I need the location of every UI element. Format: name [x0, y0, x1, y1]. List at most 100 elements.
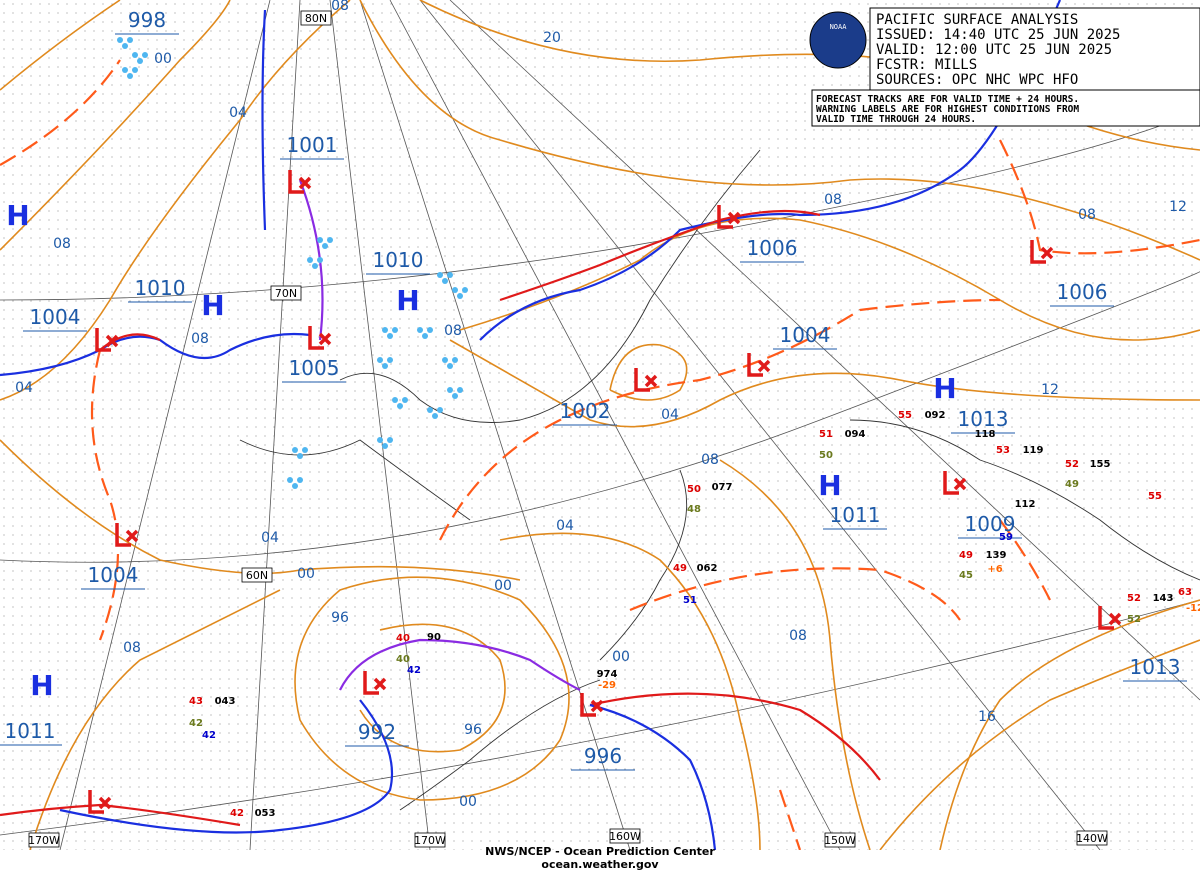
ship-observation: 63	[1178, 587, 1192, 598]
fog-dot	[322, 243, 328, 249]
pressure-label: 1010	[135, 276, 186, 300]
fog-dot	[447, 363, 453, 369]
isobar-label: 04	[556, 518, 574, 534]
fog-dot	[432, 413, 438, 419]
ship-observation: 062	[697, 563, 718, 574]
note-line: VALID TIME THROUGH 24 HOURS.	[816, 114, 976, 125]
fog-dot	[437, 272, 443, 278]
pressure-label: 1011	[830, 503, 881, 527]
pressure-label: 996	[584, 744, 622, 768]
low-center	[288, 170, 312, 194]
ship-observation: 50	[687, 484, 701, 495]
header-line: PACIFIC SURFACE ANALYSIS	[876, 12, 1078, 28]
ship-observation: 49	[673, 563, 687, 574]
fog-dot	[382, 443, 388, 449]
fog-dot	[132, 67, 138, 73]
ship-observation: 42	[407, 665, 421, 676]
grid-label-box	[414, 832, 446, 848]
fog-dot	[142, 52, 148, 58]
ship-observation: 52	[1127, 593, 1141, 604]
fog-dot	[292, 447, 298, 453]
ship-observation: 50	[819, 450, 833, 461]
pressure-label: 1002	[560, 399, 611, 423]
fog-dot	[452, 287, 458, 293]
pressure-label: 1005	[289, 356, 340, 380]
high-center: H	[818, 469, 841, 502]
low-center	[363, 671, 387, 695]
fog-dot	[287, 477, 293, 483]
fog-dot	[462, 287, 468, 293]
notes-box	[811, 89, 1200, 127]
pressure-label: 992	[358, 720, 396, 744]
isobar-label: 08	[701, 452, 719, 468]
low-center	[115, 523, 139, 547]
ship-observation: 49	[1065, 479, 1079, 490]
fog-dot	[297, 453, 303, 459]
fog-dot	[307, 257, 313, 263]
pressure-label: 1013	[1130, 655, 1181, 679]
fog-dot	[117, 37, 123, 43]
fog-dot	[397, 403, 403, 409]
header-line: FCSTR: MILLS	[876, 57, 977, 73]
fog-dot	[382, 327, 388, 333]
graticule	[0, 0, 1200, 851]
pressure-label: 1010	[373, 248, 424, 272]
isobar-label: 04	[661, 407, 679, 423]
fog-areas	[117, 37, 468, 489]
high-center: H	[30, 669, 53, 702]
fog-dot	[387, 437, 393, 443]
ship-observation: 077	[712, 482, 733, 493]
ship-observation: 143	[1153, 593, 1174, 604]
grid-label: 08	[331, 0, 349, 14]
pressure-label: 1004	[88, 563, 139, 587]
fog-dot	[437, 407, 443, 413]
ship-observation: 45	[959, 570, 973, 581]
grid-label-box	[1076, 830, 1108, 846]
ship-observation: 51	[819, 429, 833, 440]
ship-observation: 043	[215, 696, 236, 707]
pressure-label: 1006	[1057, 280, 1108, 304]
isobar-label: 04	[15, 380, 33, 396]
fog-dot	[392, 397, 398, 403]
fog-dot	[327, 237, 333, 243]
note-line: FORECAST TRACKS ARE FOR VALID TIME + 24 …	[816, 94, 1079, 105]
ship-observation: 092	[925, 410, 946, 421]
fog-dot	[312, 263, 318, 269]
coastline	[239, 149, 1200, 811]
low-center	[580, 693, 604, 717]
header-line: SOURCES: OPC NHC WPC HFO	[876, 72, 1078, 88]
isobar-label: 00	[612, 649, 630, 665]
grid-label: 150W	[824, 834, 856, 847]
grid-label: 70N	[275, 287, 297, 300]
ship-observation: 053	[255, 808, 276, 819]
ship-observation: 55	[898, 410, 912, 421]
fog-dot	[402, 397, 408, 403]
ship-observation: 155	[1090, 459, 1111, 470]
fog-dot	[302, 447, 308, 453]
low-center	[1098, 606, 1122, 630]
pressure-label: 1004	[780, 323, 831, 347]
header-line: ISSUED: 14:40 UTC 25 JUN 2025	[876, 27, 1120, 43]
ship-observation: -29	[598, 680, 616, 691]
fog-dot	[297, 477, 303, 483]
fog-dot	[417, 327, 423, 333]
low-center	[88, 790, 112, 814]
low-center	[943, 471, 967, 495]
isobar-label: 08	[53, 236, 71, 252]
ship-observation: 43	[189, 696, 203, 707]
fog-dot	[377, 357, 383, 363]
fog-dot	[137, 58, 143, 64]
fog-dot	[122, 67, 128, 73]
pressure-label: 1011	[5, 719, 56, 743]
ship-observation: 55	[1148, 491, 1162, 502]
fog-dot	[452, 393, 458, 399]
ship-observation: 90	[427, 632, 441, 643]
fog-dot	[127, 73, 133, 79]
ship-observation: 40	[396, 633, 410, 644]
ship-observation: 52	[1127, 614, 1141, 625]
pressure-label: 1001	[287, 133, 338, 157]
fog-dot	[122, 43, 128, 49]
isobar-label: 04	[229, 105, 247, 121]
ship-observation: 48	[687, 504, 701, 515]
